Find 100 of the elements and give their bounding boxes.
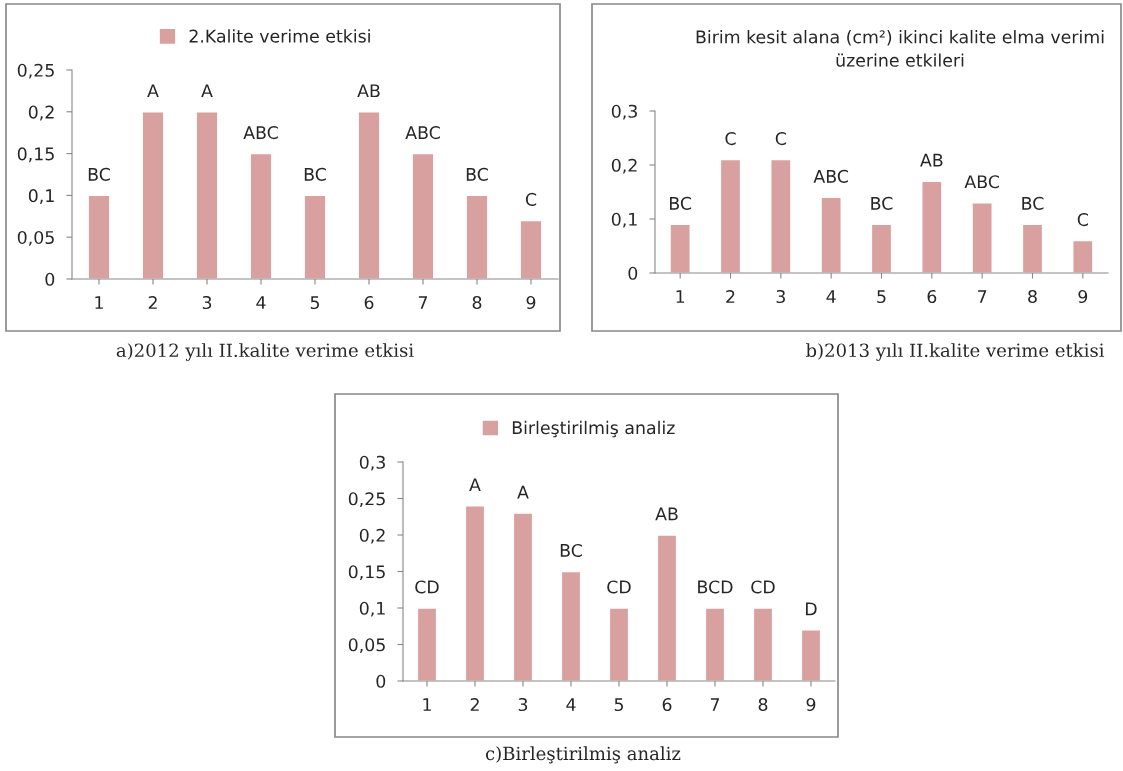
data-label: D: [806, 602, 817, 616]
y-tick-label: 0,05: [17, 230, 54, 246]
data-label: C: [1077, 212, 1088, 227]
data-label: BC: [560, 543, 582, 558]
legend-label: 2.Kalite verime etkisi: [189, 29, 370, 43]
bar: [921, 180, 943, 273]
x-tick-label: 5: [614, 698, 624, 712]
data-label: BC: [466, 167, 488, 181]
bar: [752, 607, 774, 681]
bar: [719, 158, 742, 273]
y-tick-label: 0,15: [348, 565, 385, 581]
x-tick-label: 7: [418, 296, 428, 309]
y-tick-label: 0,3: [359, 455, 385, 471]
text: a)2012 yılı II.kalite verime etkisi: [116, 343, 414, 361]
y-tick-label: 0,2: [359, 528, 385, 544]
x-tick-label: 4: [826, 290, 836, 303]
data-label: ABC: [813, 169, 849, 183]
x-tick-label: 8: [758, 697, 768, 712]
bar: [656, 534, 678, 681]
data-label: AB: [357, 84, 380, 98]
x-tick-label: 7: [710, 698, 720, 711]
x-tick-label: 1: [676, 290, 685, 303]
data-label: AB: [920, 153, 943, 167]
data-label: BC: [88, 167, 110, 181]
data-label: CD: [415, 580, 439, 594]
x-tick-label: 3: [518, 697, 528, 712]
x-tick-label: 6: [364, 295, 374, 310]
bar: [870, 223, 893, 273]
data-label: BC: [304, 167, 326, 181]
bar: [411, 152, 435, 279]
x-tick-label: 4: [566, 698, 576, 711]
y-tick-label: 0,2: [28, 105, 54, 121]
bar: [560, 570, 582, 681]
y-tick-label: 0,25: [17, 63, 54, 79]
chart-title: Birim kesit alana (cm²) ikinci kalite elma verimi üzerine etkileri: [696, 30, 1104, 67]
y-tick-label: 0: [45, 272, 55, 286]
y-tick-label: 0: [376, 674, 386, 688]
data-label: CD: [607, 580, 631, 594]
bar: [519, 219, 543, 279]
y-tick-label: 0,25: [348, 492, 385, 508]
data-label: ABC: [964, 175, 1000, 189]
bar: [971, 202, 993, 273]
x-tick-label: 6: [662, 697, 672, 712]
data-label: C: [725, 131, 736, 146]
bar: [820, 196, 842, 273]
bar: [303, 194, 327, 279]
bar: [249, 152, 273, 279]
y-tick-label: 0,3: [611, 104, 637, 120]
bar: [704, 607, 726, 681]
bar: [87, 194, 111, 279]
data-label: BC: [871, 196, 893, 210]
data-label: A: [469, 478, 481, 492]
data-label: A: [201, 84, 213, 98]
data-label: BC: [1022, 196, 1044, 210]
data-label: BCD: [698, 580, 733, 594]
x-tick-label: 2: [148, 295, 157, 309]
data-label: A: [147, 84, 159, 98]
x-tick-label: 9: [1078, 289, 1088, 304]
bar: [357, 111, 381, 279]
bar: [141, 111, 165, 279]
x-tick-label: 7: [978, 290, 987, 303]
data-label: BC: [670, 196, 692, 210]
x-tick-label: 5: [877, 290, 886, 304]
x-tick-label: 3: [776, 289, 785, 304]
x-tick-label: 9: [526, 295, 536, 310]
x-tick-label: 2: [726, 289, 735, 303]
y-tick-label: 0,1: [28, 189, 54, 205]
bar: [416, 607, 438, 681]
bar: [800, 629, 822, 681]
data-label: ABC: [243, 125, 278, 140]
x-tick-label: 4: [256, 296, 266, 309]
bar: [464, 505, 486, 681]
legend-label: Birleştirilmiş analiz: [512, 420, 675, 438]
text: c)Birleştirilmiş analiz: [485, 746, 681, 764]
x-tick-label: 8: [472, 295, 482, 310]
y-tick-label: 0,1: [359, 601, 385, 617]
x-tick-label: 1: [423, 698, 431, 711]
y-tick-label: 0: [628, 266, 638, 280]
y-tick-label: 0,2: [611, 158, 637, 174]
x-tick-label: 2: [470, 697, 479, 711]
bar: [1021, 223, 1044, 273]
data-label: A: [517, 485, 529, 499]
y-tick-label: 0,15: [17, 147, 54, 163]
bar: [669, 223, 691, 273]
y-tick-label: 0,1: [611, 212, 637, 228]
data-label: C: [525, 192, 537, 207]
x-tick-label: 1: [95, 296, 103, 309]
x-tick-label: 3: [202, 295, 212, 310]
bar: [512, 512, 534, 681]
bar: [608, 607, 630, 681]
data-label: ABC: [405, 125, 440, 140]
x-tick-label: 8: [1028, 289, 1037, 304]
x-tick-label: 5: [310, 296, 320, 310]
bar: [1072, 239, 1094, 273]
data-label: AB: [655, 507, 678, 521]
x-tick-label: 9: [806, 697, 816, 712]
y-tick-label: 0,05: [348, 638, 385, 654]
x-tick-label: 6: [927, 289, 937, 304]
bar: [770, 158, 792, 273]
data-label: C: [775, 131, 786, 146]
